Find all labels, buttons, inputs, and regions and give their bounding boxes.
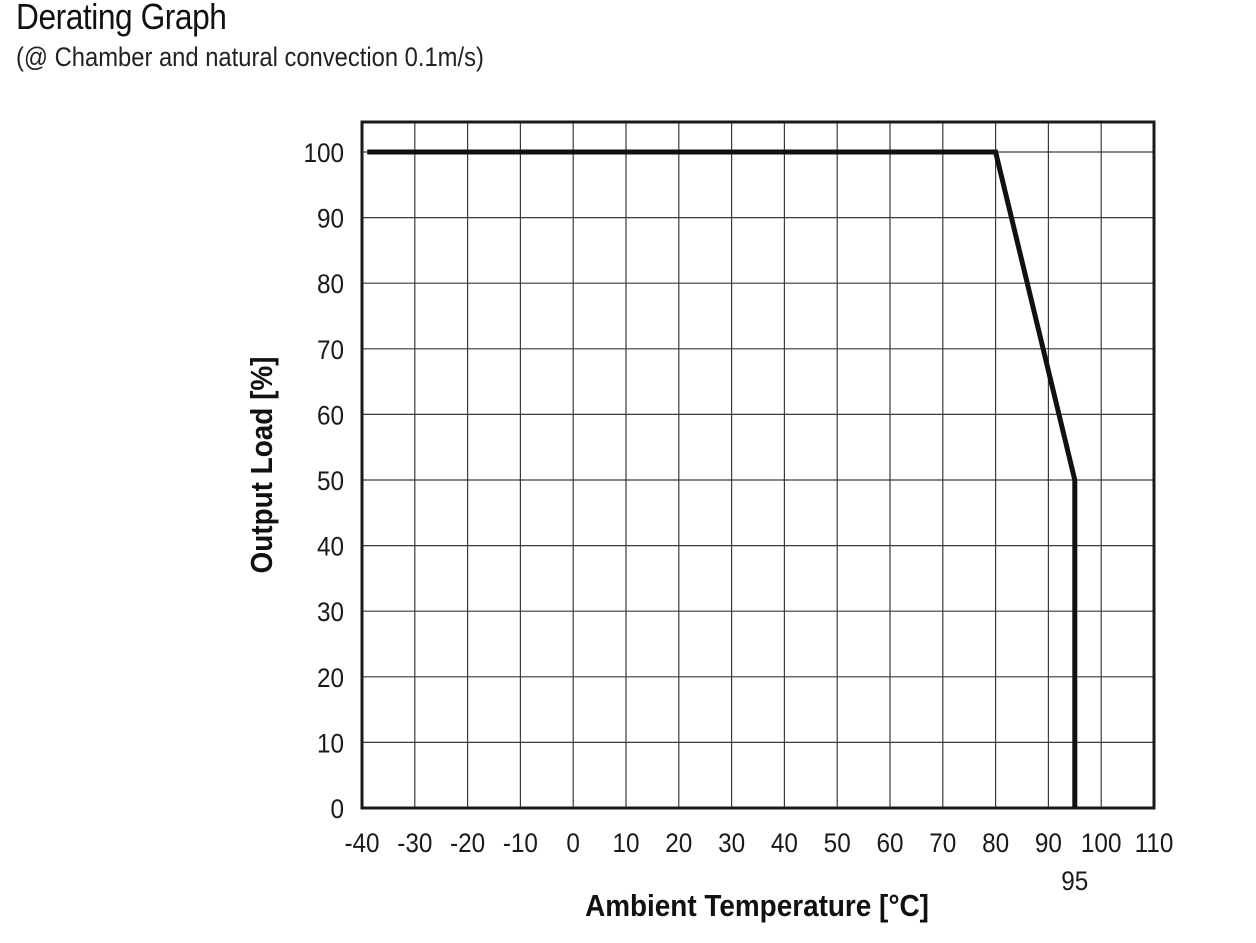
series-layer bbox=[367, 149, 1078, 808]
x-tick-labels: -40 -30 -20 -10 0 10 20 30 40 50 60 70 80 90 100 110 bbox=[344, 829, 1173, 858]
y-tick-label: 0 bbox=[330, 795, 344, 824]
y-tick-label: 100 bbox=[303, 139, 344, 168]
x-tick-label: 80 bbox=[982, 829, 1009, 858]
y-tick-label: 80 bbox=[317, 270, 344, 299]
y-tick-label: 30 bbox=[317, 598, 344, 627]
y-tick-label: 70 bbox=[317, 336, 344, 365]
x-tick-label: 0 bbox=[566, 829, 580, 858]
x-tick-label: -30 bbox=[397, 829, 432, 858]
y-axis-title: Output Load [%] bbox=[245, 357, 280, 574]
x-tick-label: -40 bbox=[344, 829, 379, 858]
x-tick-label: 110 bbox=[1135, 829, 1174, 858]
annotations: 95 bbox=[1061, 867, 1088, 896]
y-tick-label: 40 bbox=[317, 532, 344, 561]
x-tick-label: 90 bbox=[1035, 829, 1062, 858]
chart-title: Derating Graph bbox=[16, 0, 227, 37]
y-tick-label: 10 bbox=[317, 729, 344, 758]
x-tick-label: 70 bbox=[929, 829, 956, 858]
x-tick-label: -10 bbox=[503, 829, 538, 858]
derating-curve bbox=[367, 149, 1078, 808]
y-tick-label: 50 bbox=[317, 467, 344, 496]
x-tick-label: 40 bbox=[771, 829, 798, 858]
x-tick-label: 100 bbox=[1081, 829, 1122, 858]
grid-lines bbox=[362, 122, 1154, 808]
x-tick-label: 30 bbox=[718, 829, 745, 858]
x-tick-label: 10 bbox=[612, 829, 639, 858]
y-tick-labels: 0 10 20 30 40 50 60 70 80 90 100 bbox=[303, 139, 344, 824]
chart-subtitle: (@ Chamber and natural convection 0.1m/s… bbox=[16, 42, 484, 72]
x-axis-title: Ambient Temperature [°C] bbox=[585, 889, 929, 924]
x-tick-label: 50 bbox=[824, 829, 851, 858]
x-tick-label: 20 bbox=[665, 829, 692, 858]
annotation-label: 95 bbox=[1061, 867, 1088, 896]
y-tick-label: 20 bbox=[317, 664, 344, 693]
x-tick-label: -20 bbox=[450, 829, 485, 858]
y-tick-label: 90 bbox=[317, 204, 344, 233]
plot-frame bbox=[360, 120, 1156, 810]
y-tick-label: 60 bbox=[317, 401, 344, 430]
x-tick-label: 60 bbox=[876, 829, 903, 858]
